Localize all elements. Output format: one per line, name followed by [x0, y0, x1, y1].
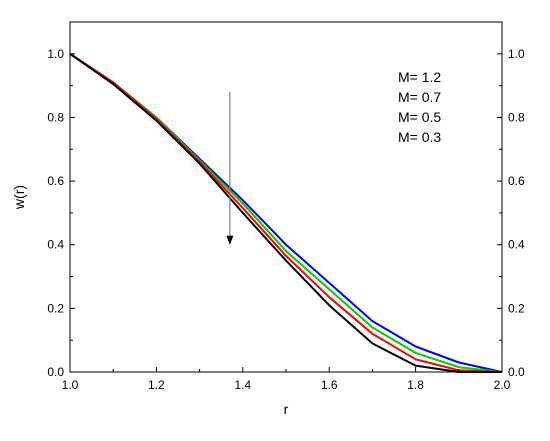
y-tick-label-4: 0.8: [47, 110, 64, 124]
y-tick-label-2: 0.4: [47, 238, 64, 252]
y-tick-label-1: 0.2: [47, 301, 64, 315]
annotation-arrow-head: [226, 235, 234, 245]
legend-entry-m-0-7: M= 0.7: [398, 89, 441, 105]
x-tick-label-5: 2.0: [494, 378, 511, 392]
series-line-3: [69, 52, 502, 373]
right-y-tick-label-4: 0.8: [508, 110, 525, 124]
right-y-tick-label-2: 0.4: [508, 238, 525, 252]
y-tick-label-0: 0.0: [47, 365, 64, 379]
right-y-tick-label-3: 0.6: [508, 174, 525, 188]
x-axis-title: r: [284, 401, 289, 417]
right-y-tick-label-0: 0.0: [508, 365, 525, 379]
y-axis-title: w(r): [11, 185, 27, 210]
right-y-tick-label-5: 1.0: [508, 47, 525, 61]
right-y-tick-label-1: 0.2: [508, 301, 525, 315]
x-tick-label-4: 1.8: [407, 378, 424, 392]
x-tick-label-3: 1.6: [321, 378, 338, 392]
legend-entry-m-0-3: M= 0.3: [398, 129, 441, 145]
x-tick-label-2: 1.4: [234, 378, 251, 392]
legend-entry-m-0-5: M= 0.5: [398, 109, 441, 125]
x-tick-label-1: 1.2: [148, 378, 165, 392]
x-tick-label-0: 1.0: [62, 378, 79, 392]
legend-entry-m-1-2: M= 1.2: [398, 69, 441, 85]
y-tick-label-3: 0.6: [47, 174, 64, 188]
series-group: [69, 52, 503, 373]
legend: M= 1.2 M= 0.7 M= 0.5 M= 0.3: [398, 69, 441, 145]
annotation-group: [226, 92, 234, 245]
tick-group: 1.0 1.2 1.4 1.6 1.8 2.00.00.20.40.60.81.00.00…: [47, 21, 525, 392]
y-tick-label-5: 1.0: [47, 47, 64, 61]
series-line-2: [69, 52, 503, 373]
